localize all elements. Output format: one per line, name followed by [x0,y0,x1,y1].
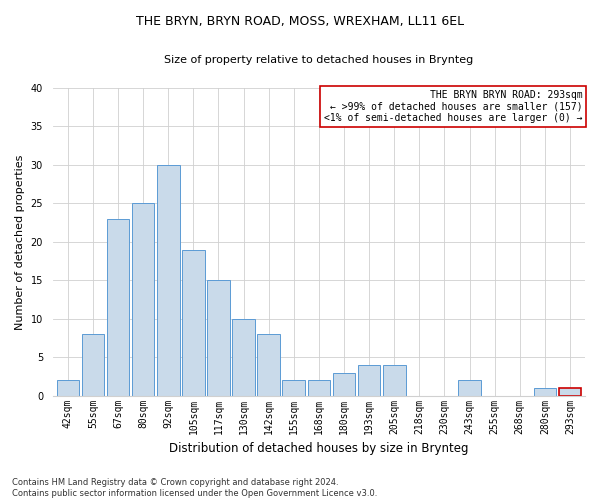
Bar [157,165,179,396]
Bar [182,250,205,396]
Bar [283,380,305,396]
Bar [308,380,330,396]
Bar [559,388,581,396]
Bar [257,334,280,396]
Bar [82,334,104,396]
Title: Size of property relative to detached houses in Brynteg: Size of property relative to detached ho… [164,55,473,65]
Bar [533,388,556,396]
Bar [107,218,130,396]
Bar [383,365,406,396]
Bar [207,280,230,396]
Text: THE BRYN, BRYN ROAD, MOSS, WREXHAM, LL11 6EL: THE BRYN, BRYN ROAD, MOSS, WREXHAM, LL11… [136,15,464,28]
X-axis label: Distribution of detached houses by size in Brynteg: Distribution of detached houses by size … [169,442,469,455]
Bar [232,318,255,396]
Text: THE BRYN BRYN ROAD: 293sqm
← >99% of detached houses are smaller (157)
<1% of se: THE BRYN BRYN ROAD: 293sqm ← >99% of det… [324,90,583,122]
Bar [358,365,380,396]
Bar [458,380,481,396]
Text: Contains HM Land Registry data © Crown copyright and database right 2024.
Contai: Contains HM Land Registry data © Crown c… [12,478,377,498]
Y-axis label: Number of detached properties: Number of detached properties [15,154,25,330]
Bar [56,380,79,396]
Bar [132,204,154,396]
Bar [332,372,355,396]
